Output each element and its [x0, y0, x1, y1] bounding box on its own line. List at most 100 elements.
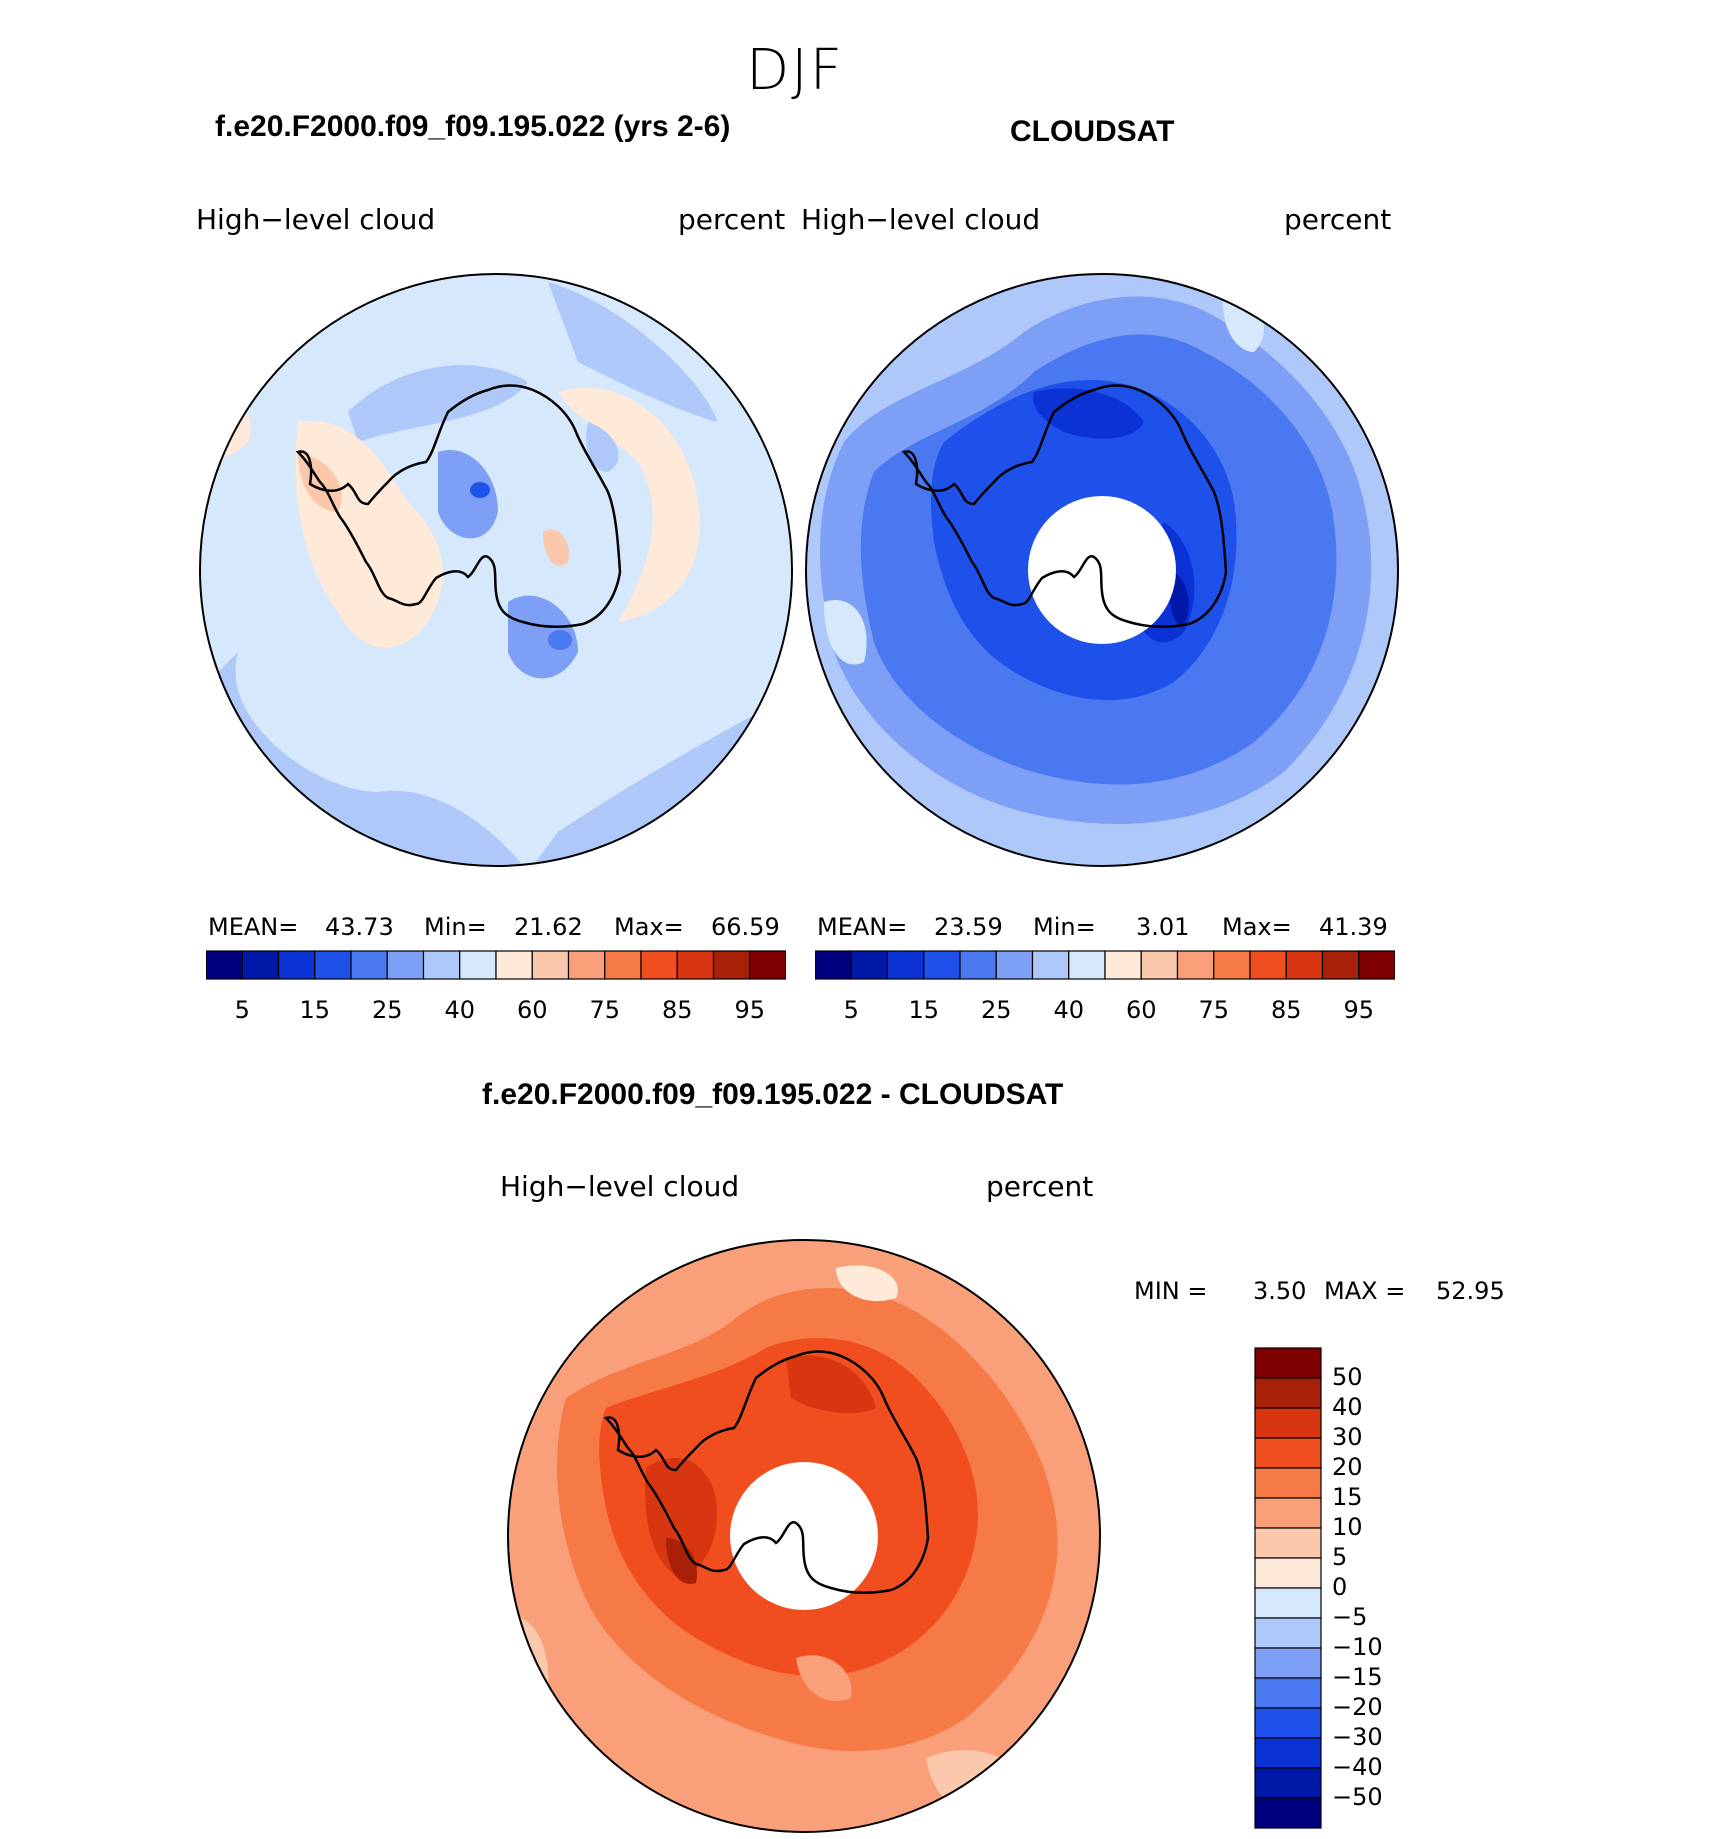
- model-colorbar-swatch: [640, 950, 678, 980]
- diff-colorbar-tick-label: −50: [1332, 1783, 1383, 1811]
- diff-colorbar-swatch: [1254, 1527, 1322, 1559]
- model-region-blue: [508, 595, 578, 679]
- obs-colorbar-tick-label: 5: [843, 996, 859, 1024]
- diff-colorbar-swatch: [1254, 1617, 1322, 1649]
- diff-colorbar-tick-label: 15: [1332, 1483, 1363, 1511]
- diff-colorbar: [1254, 1347, 1322, 1829]
- diff-colorbar-tick-label: −20: [1332, 1693, 1383, 1721]
- model-colorbar-swatch: [422, 950, 461, 980]
- diff-colorbar-swatch: [1254, 1347, 1322, 1379]
- diff-panel-title: f.e20.F2000.f09_f09.195.022 - CLOUDSAT: [482, 1078, 1064, 1111]
- obs-units-label: percent: [1284, 203, 1392, 236]
- diff-colorbar-swatch: [1254, 1677, 1322, 1709]
- season-title: DJF: [746, 38, 844, 103]
- diff-colorbar-swatch: [1254, 1497, 1322, 1529]
- diff-colorbar-swatch: [1254, 1377, 1322, 1409]
- model-region-blue: [586, 422, 619, 472]
- obs-region-light: [1223, 292, 1264, 352]
- model-colorbar-swatch: [495, 950, 533, 980]
- model-colorbar-swatch: [386, 950, 425, 980]
- model-region-lightblue: [548, 282, 718, 422]
- obs-colorbar-swatch: [1249, 950, 1287, 980]
- diff-region-pale: [926, 1750, 1026, 1815]
- diff-min-label: MIN =: [1134, 1277, 1208, 1305]
- diff-colorbar-tick-label: −15: [1332, 1663, 1383, 1691]
- diff-min-value: 3.50: [1253, 1277, 1307, 1305]
- model-colorbar-tick-label: 60: [516, 996, 548, 1024]
- model-region-darkblue: [470, 482, 490, 498]
- model-colorbar-tick-label: 85: [661, 996, 693, 1024]
- model-region-blue: [438, 450, 498, 539]
- obs-colorbar-swatch: [923, 950, 961, 980]
- obs-colorbar-swatch: [1213, 950, 1251, 980]
- model-map: [199, 273, 793, 867]
- obs-colorbar-swatch: [1068, 950, 1106, 980]
- obs-colorbar-tick-label: 85: [1270, 996, 1302, 1024]
- diff-max-value: 52.95: [1436, 1277, 1505, 1305]
- diff-map: [507, 1239, 1101, 1833]
- diff-colorbar-swatch: [1254, 1407, 1322, 1439]
- model-colorbar-tick-label: 5: [234, 996, 250, 1024]
- diff-colorbar-tick-label: −5: [1332, 1603, 1368, 1631]
- diff-colorbar-tick-label: −30: [1332, 1723, 1383, 1751]
- diff-units-label: percent: [986, 1170, 1094, 1203]
- model-colorbar-swatch: [604, 950, 642, 980]
- diff-coastline: [603, 1350, 930, 1594]
- diff-colorbar-swatch: [1254, 1737, 1322, 1769]
- obs-map: [805, 273, 1399, 867]
- diff-colorbar-tick-label: 5: [1332, 1543, 1348, 1571]
- obs-colorbar-swatch: [815, 950, 852, 980]
- model-colorbar-swatch: [206, 950, 243, 980]
- diff-region-dark: [645, 1458, 717, 1578]
- model-colorbar-tick-label: 95: [734, 996, 766, 1024]
- obs-colorbar-swatch: [1358, 950, 1395, 980]
- diff-colorbar-tick-label: 30: [1332, 1423, 1363, 1451]
- diff-colorbar-swatch: [1254, 1647, 1322, 1679]
- obs-colorbar: [815, 950, 1395, 980]
- obs-colorbar-swatch: [1031, 950, 1070, 980]
- obs-region-deepest: [1170, 572, 1189, 627]
- model-colorbar: [206, 950, 786, 980]
- model-colorbar-tick-label: 75: [589, 996, 621, 1024]
- diff-colorbar-tick-label: −10: [1332, 1633, 1383, 1661]
- model-colorbar-swatch: [277, 950, 316, 980]
- obs-colorbar-swatch: [959, 950, 997, 980]
- model-variable-label: High−level cloud: [196, 203, 436, 236]
- diff-colorbar-tick-label: 0: [1332, 1573, 1348, 1601]
- model-colorbar-swatch: [459, 950, 497, 980]
- model-colorbar-swatch: [676, 950, 715, 980]
- model-coastline: [295, 384, 622, 628]
- diff-colorbar-swatch: [1254, 1587, 1322, 1619]
- obs-colorbar-swatch: [995, 950, 1034, 980]
- obs-min-value: 3.01: [1136, 913, 1190, 941]
- obs-colorbar-swatch: [1321, 950, 1360, 980]
- obs-colorbar-tick-label: 75: [1198, 996, 1230, 1024]
- obs-region-light: [824, 600, 867, 665]
- obs-colorbar-swatch: [1285, 950, 1324, 980]
- diff-colorbar-tick-label: 40: [1332, 1393, 1363, 1421]
- diff-colorbar-swatch: [1254, 1557, 1322, 1589]
- obs-colorbar-swatch: [1176, 950, 1215, 980]
- model-units-label: percent: [678, 203, 786, 236]
- model-region-peach: [558, 387, 700, 622]
- model-colorbar-tick-label: 15: [299, 996, 331, 1024]
- model-colorbar-swatch: [314, 950, 352, 980]
- diff-region-light: [796, 1655, 852, 1702]
- obs-max-label: Max=: [1222, 913, 1292, 941]
- obs-colorbar-swatch: [850, 950, 889, 980]
- model-colorbar-tick-label: 25: [371, 996, 403, 1024]
- model-colorbar-swatch: [241, 950, 280, 980]
- model-min-value: 21.62: [514, 913, 583, 941]
- diff-colorbar-swatch: [1254, 1707, 1322, 1739]
- obs-region-deep: [1033, 388, 1144, 439]
- model-colorbar-swatch: [531, 950, 570, 980]
- diff-region-darkest: [666, 1538, 697, 1584]
- model-mean-value: 43.73: [325, 913, 394, 941]
- model-panel-title: f.e20.F2000.f09_f09.195.022 (yrs 2-6): [215, 110, 731, 143]
- diff-colorbar-swatch: [1254, 1767, 1322, 1799]
- obs-colorbar-tick-label: 60: [1125, 996, 1157, 1024]
- diff-colorbar-swatch: [1254, 1467, 1322, 1499]
- diff-colorbar-swatch: [1254, 1797, 1322, 1829]
- model-max-label: Max=: [614, 913, 684, 941]
- diff-colorbar-swatch: [1254, 1437, 1322, 1469]
